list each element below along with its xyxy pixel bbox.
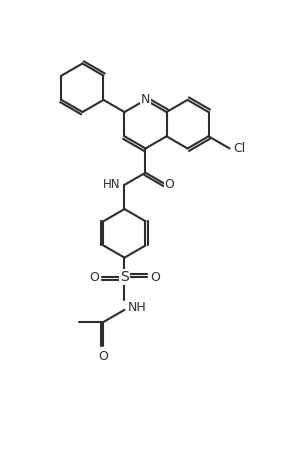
Text: O: O bbox=[164, 179, 174, 191]
Text: HN: HN bbox=[103, 179, 120, 191]
Text: N: N bbox=[141, 93, 150, 106]
Text: O: O bbox=[99, 349, 109, 363]
Text: O: O bbox=[150, 270, 160, 284]
Text: NH: NH bbox=[127, 301, 146, 314]
Text: O: O bbox=[89, 270, 99, 284]
Text: S: S bbox=[120, 270, 129, 284]
Text: Cl: Cl bbox=[233, 142, 245, 155]
